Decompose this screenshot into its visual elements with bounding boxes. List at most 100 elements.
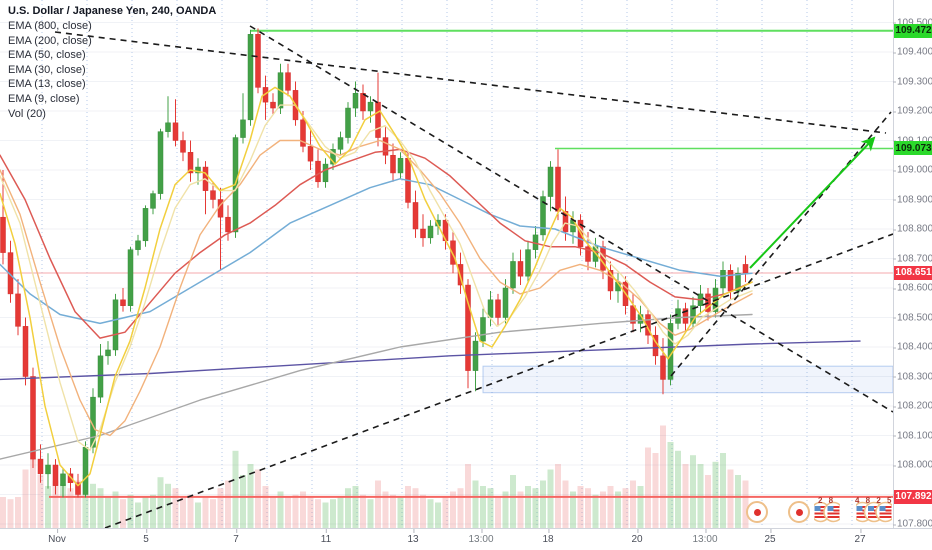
support-zone-rect[interactable] [482,365,893,394]
projection-arrow[interactable] [749,136,876,269]
candle-body[interactable] [0,216,6,253]
candle-body[interactable] [660,355,666,380]
candle-body[interactable] [255,34,261,88]
candle-body[interactable] [195,166,201,174]
candle-body[interactable] [82,447,89,495]
legend-item-6[interactable]: Vol (20) [8,107,46,120]
candle-body[interactable] [60,473,66,486]
candle-body[interactable] [30,376,36,460]
candle-body[interactable] [735,273,741,292]
candle-body[interactable] [285,72,291,91]
legend-item-0[interactable]: EMA (800, close) [8,20,92,32]
candle-body[interactable] [480,317,486,342]
candle-body[interactable] [225,216,231,233]
ma-red-ema30[interactable] [0,148,753,339]
candle-body[interactable] [45,464,51,475]
candle-body[interactable] [412,202,419,230]
candle-body[interactable] [307,146,314,162]
candle-body[interactable] [112,299,119,351]
candle-body[interactable] [742,264,749,274]
legend-item-5[interactable]: EMA (9, close) [8,92,80,105]
trendline-descending-steep[interactable] [249,25,893,413]
candle-body[interactable] [517,261,524,277]
candle-body[interactable] [75,482,81,495]
candle-body[interactable] [352,93,359,109]
legend-item-1[interactable]: EMA (200, close) [8,34,92,47]
trendline-ascending-support[interactable] [104,233,893,528]
candle-body[interactable] [165,122,171,132]
candle-body[interactable] [105,349,111,357]
candle-body[interactable] [337,137,344,150]
candle-body[interactable] [465,284,471,371]
candle-body[interactable] [187,152,194,174]
ma-purple-ema800[interactable] [0,340,861,381]
candle-body[interactable] [675,308,681,324]
candle-body[interactable] [390,155,396,174]
candle-body[interactable] [52,464,59,486]
candle-body[interactable] [300,119,306,147]
candle-body[interactable] [315,160,321,183]
us-flag-event-icon[interactable] [810,501,844,528]
ma-gray-ema200[interactable] [0,313,753,460]
candle-body[interactable] [270,101,276,109]
candle-body[interactable] [127,249,134,306]
legend-item-3[interactable]: EMA (30, close) [8,63,86,76]
ma-peach-ema13[interactable] [0,139,753,437]
candle-body[interactable] [495,299,501,318]
candle-body[interactable] [360,93,366,112]
candle-body[interactable] [330,149,336,165]
candle-body[interactable] [397,157,404,174]
candle-body[interactable] [727,270,734,292]
candle-body[interactable] [97,355,104,398]
candle-body[interactable] [562,211,569,233]
candle-body[interactable] [210,190,216,200]
candle-body[interactable] [427,225,434,239]
candle-body[interactable] [67,473,74,483]
price-axis[interactable]: 109.500109.400109.300109.200109.100109.0… [892,0,932,530]
candle-body[interactable] [525,249,531,277]
economic-event-icon[interactable] [746,501,768,523]
us-flag-event-icon[interactable] [852,501,896,528]
candle-body[interactable] [120,299,126,306]
candle-body[interactable] [690,305,696,324]
candle-body[interactable] [720,270,726,289]
candle-body[interactable] [22,326,29,377]
candle-body[interactable] [150,193,156,209]
candle-body[interactable] [240,119,246,138]
candle-body[interactable] [607,270,614,292]
ma-yellow-ema9[interactable] [0,86,753,487]
candle-body[interactable] [37,458,44,475]
candle-body[interactable] [157,131,164,194]
legend-item-2[interactable]: EMA (50, close) [8,49,86,62]
candle-body[interactable] [682,308,689,324]
candle-body[interactable] [180,140,186,153]
candle-body[interactable] [172,122,179,141]
candle-body[interactable] [15,293,21,327]
trendline-ascending-steep[interactable] [670,111,892,377]
candle-body[interactable] [420,228,426,239]
candle-body[interactable] [487,299,494,318]
economic-event-icon[interactable] [788,501,810,523]
candle-body[interactable] [450,240,456,265]
time-axis[interactable]: Nov 5 7 11 13 13:00 18 20 13:00 25 27 [0,528,932,550]
candle-body[interactable] [472,340,479,371]
candle-body[interactable] [510,261,516,289]
candle-body[interactable] [367,101,374,112]
ma-cream-ema13b[interactable] [0,104,753,451]
candle-body[interactable] [630,305,636,324]
candle-body[interactable] [345,107,351,138]
candle-body[interactable] [540,196,546,236]
legend-item-4[interactable]: EMA (13, close) [8,78,86,91]
candle-body[interactable] [142,208,149,242]
candle-body[interactable] [247,34,254,121]
candle-body[interactable] [555,166,561,212]
trendline-descending-upper[interactable] [54,31,887,134]
ma-blue-ema50[interactable] [0,178,753,325]
candle-body[interactable] [322,163,329,183]
candle-body[interactable] [547,166,554,197]
candle-body[interactable] [382,137,389,156]
candle-body[interactable] [135,240,141,250]
candle-body[interactable] [585,246,591,262]
candle-body[interactable] [502,287,509,318]
